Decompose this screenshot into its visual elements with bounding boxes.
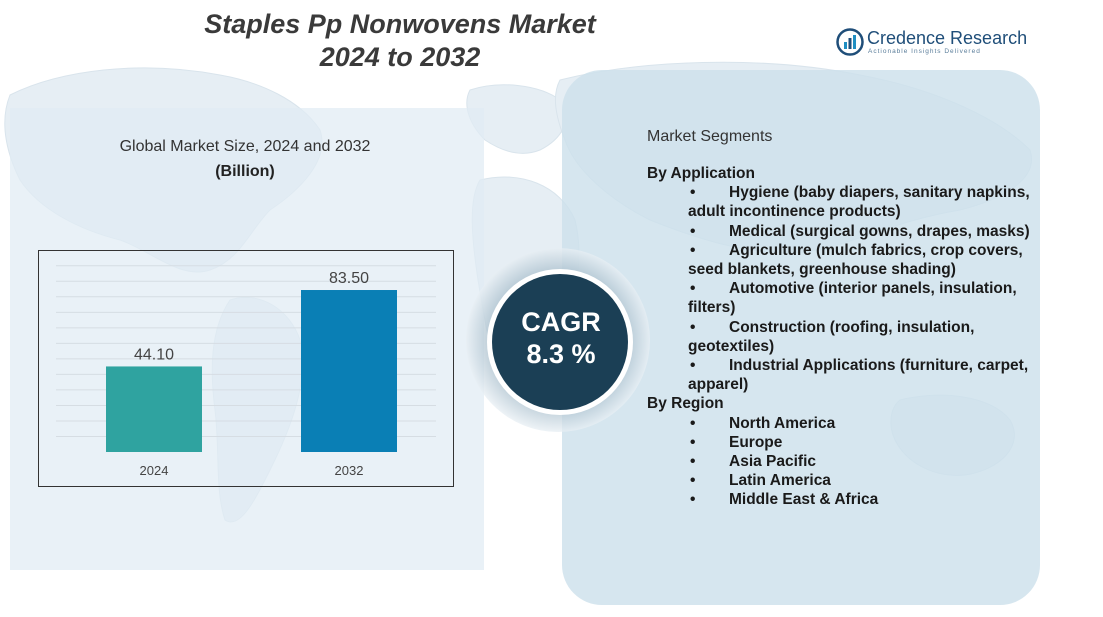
bar-2032 <box>301 290 397 452</box>
logo-name: Credence Research <box>867 28 1028 48</box>
market-size-panel <box>10 108 484 570</box>
chart-title: Global Market Size, 2024 and 2032 <box>119 138 371 155</box>
market-size-bar-chart: 44.10 83.50 2024 2032 <box>38 250 454 487</box>
bar-2024 <box>106 366 202 452</box>
cagr-value: 8.3 % <box>526 339 596 369</box>
value-label-2032: 83.50 <box>329 270 369 287</box>
chart-frame <box>38 250 454 487</box>
value-label-2024: 44.10 <box>134 346 174 363</box>
segment-group-application: By Application <box>647 165 755 182</box>
list-item: • North America <box>690 414 836 432</box>
chart-value-labels: 44.10 83.50 <box>134 270 369 363</box>
segments-title: Market Segments <box>647 128 773 145</box>
segment-group-region: By Region <box>647 395 724 413</box>
list-item: • Hygiene (baby diapers, sanitary napkins… <box>688 184 1030 221</box>
chart-bars <box>106 290 397 452</box>
cagr-text: CAGR 8.3 % <box>495 306 627 370</box>
list-item: • Medical (surgical gowns, drapes, masks) <box>690 222 1030 240</box>
category-label-2032: 2032 <box>335 463 364 478</box>
list-item: • Agriculture (mulch fabrics, crop covers… <box>688 241 1023 279</box>
list-item: • Latin America <box>690 472 831 490</box>
title-line-1: Staples Pp Nonwovens Market <box>204 9 596 39</box>
list-item: • Europe <box>690 433 783 451</box>
list-item: • Asia Pacific <box>690 453 817 471</box>
list-item: • Construction (roofing, insulation, geot… <box>688 318 975 355</box>
market-segments: Market Segments By Application • Hygiene … <box>647 128 1037 510</box>
logo-icon <box>836 28 864 56</box>
title-line-2: 2024 to 2032 <box>319 42 481 72</box>
cagr-label: CAGR <box>521 307 601 337</box>
region-list: • North America • Europe • Asia Pacific • La… <box>647 414 1037 510</box>
list-item: • Middle East & Africa <box>690 491 879 509</box>
cagr-badge <box>466 248 650 432</box>
category-label-2024: 2024 <box>140 463 169 478</box>
page-title: Staples Pp Nonwovens Market 2024 to 2032 <box>150 8 650 74</box>
chart-unit-label: (Billion) <box>215 163 275 180</box>
application-list: • Hygiene (baby diapers, sanitary napkins… <box>647 183 1037 394</box>
list-item: • Industrial Applications (furniture, car… <box>688 357 1029 394</box>
chart-category-labels: 2024 2032 <box>140 463 364 478</box>
list-item: • Automotive (interior panels, insulation… <box>688 280 1017 317</box>
logo-tagline: Actionable Insights Delivered <box>868 48 981 55</box>
